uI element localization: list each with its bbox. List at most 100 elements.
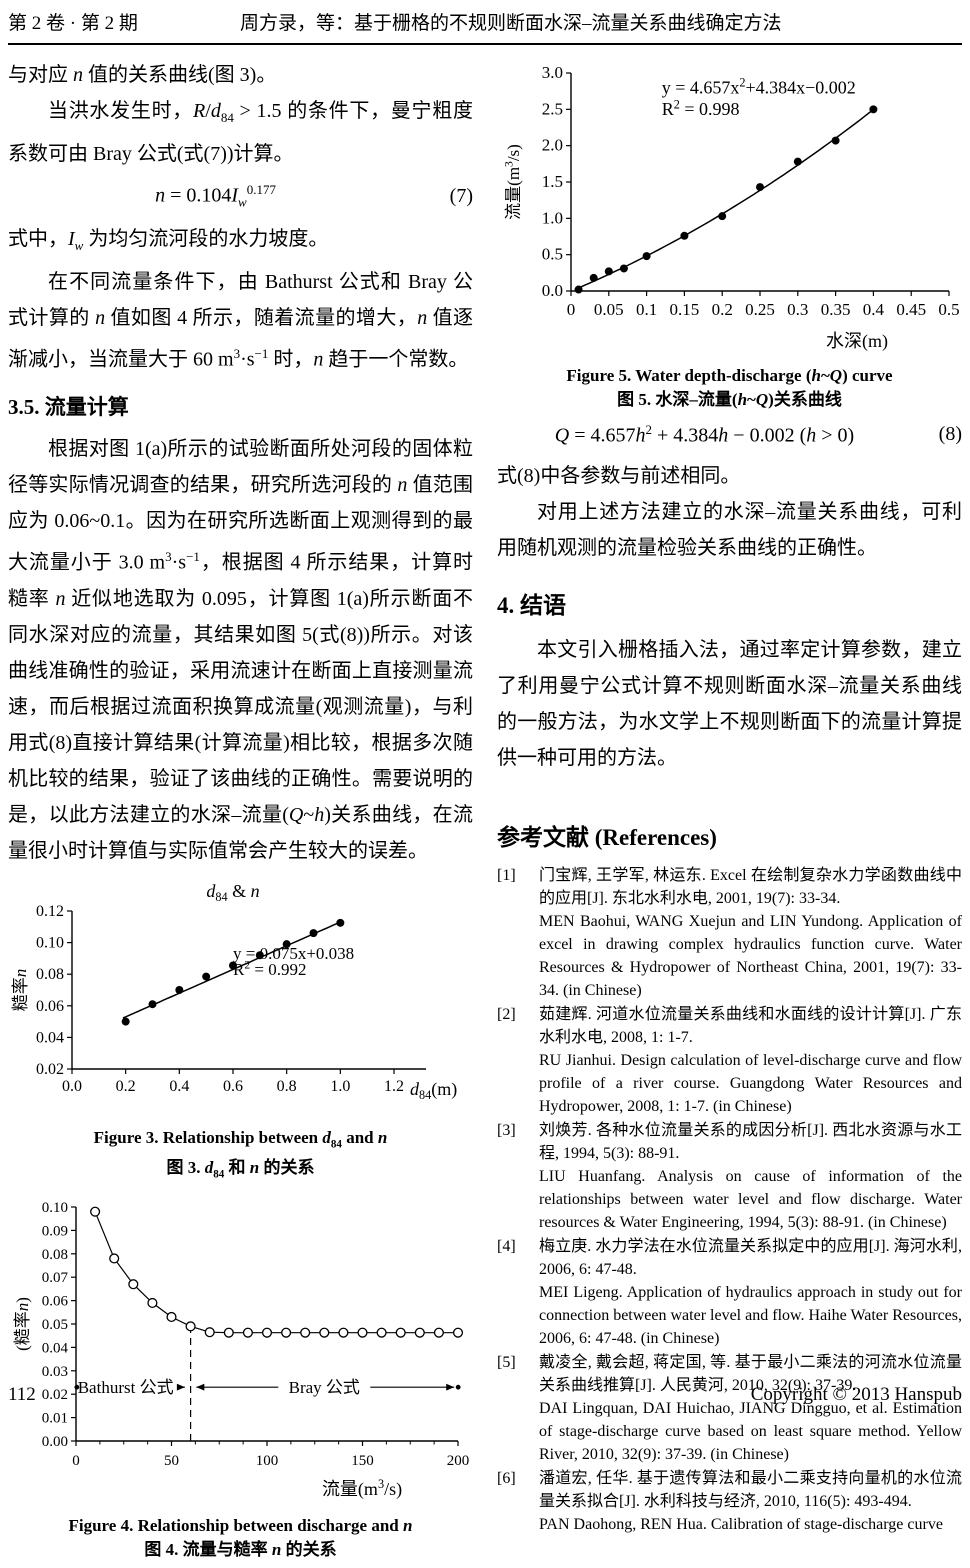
svg-text:(糙率n): (糙率n) [13,1297,32,1351]
svg-text:0.15: 0.15 [669,300,699,319]
svg-text:水深(m): 水深(m) [826,331,888,352]
svg-text:0.4: 0.4 [862,300,884,319]
svg-text:100: 100 [255,1453,278,1469]
svg-text:2.5: 2.5 [541,99,562,118]
svg-text:0.6: 0.6 [223,1078,243,1095]
figure-3: 0.02 0.04 0.06 0.08 0.10 0.12 0.0 0.2 0.4 0.6 0.8 1… [8,877,473,1187]
reference-item: [4] 梅立庚. 水力学法在水位流量关系拟定中的应用[J]. 海河水利, 2006… [497,1235,962,1350]
svg-text:0.00: 0.00 [41,1434,67,1450]
reference-number: [1] [497,866,516,884]
svg-text:0.0: 0.0 [62,1078,82,1095]
reference-number: [3] [497,1121,516,1139]
svg-text:0.5: 0.5 [541,245,562,264]
journal-issue: 第 2 卷 · 第 2 期 [8,13,138,34]
paragraph-discharge-n: 在不同流量条件下，由 Bathurst 公式和 Bray 公式计算的 n 值如图… [8,270,474,371]
reference-number: [5] [497,1353,516,1371]
reference-item: [3] 刘焕芳. 各种水位流量关系的成因分析[J]. 西北水资源与水工程, 199… [497,1119,962,1234]
left-column: 与对应 n 值的关系曲线(图 3)。 当洪水发生时，R/d84 > 1.5 的条… [8,57,473,1568]
svg-text:3.0: 3.0 [541,63,562,82]
reference-number: [4] [497,1237,516,1255]
svg-text:0.5: 0.5 [938,300,959,319]
reference-text: 茹建辉. 河道水位流量关系曲线和水面线的设计计算[J]. 广东水利水电, 200… [539,1005,962,1115]
paragraph-eq8-params: 式(8)中各参数与前述相同。 [497,464,741,487]
svg-text:y = 4.657x2​+4.384x−0.002: y = 4.657x2​+4.384x−0.002 [661,76,855,98]
reference-text: 戴凌全, 戴会超, 蒋定国, 等. 基于最小二乘法的河流水位流量关系曲线推算[J… [539,1353,962,1463]
svg-text:0.35: 0.35 [820,300,850,319]
equation-8: Q = 4.657h2 + 4.384h − 0.002 (h > 0) (8) [497,422,962,448]
svg-text:1.0: 1.0 [330,1078,350,1095]
paragraph-flood: 当洪水发生时，R/d84 > 1.5 的条件下，曼宁粗度系数可由 Bray 公式… [8,100,473,165]
figure-5: 0.0 0.5 1.0 1.5 2.0 2.5 3.0 0 0.05 0.1 0.15 0.2 0.25… [497,57,962,412]
svg-text:0.04: 0.04 [41,1340,68,1356]
two-column-body: 与对应 n 值的关系曲线(图 3)。 当洪水发生时，R/d84 > 1.5 的条… [8,57,962,1568]
figure-3-caption-zh: 图 3. d84 和 n 的关系 [166,1158,315,1181]
references-list: [1] 门宝辉, 王学军, 林运东. Excel 在绘制复杂水力学函数曲线中的应用… [497,864,962,1536]
svg-text:0.2: 0.2 [115,1078,135,1095]
page-footer: 112 Copyright © 2013 Hanspub [8,1384,962,1406]
reference-text: 潘道宏, 任华. 基于遗传算法和最小二乘支持向量机的水位流量关系拟合[J]. 水… [539,1469,962,1533]
svg-text:糙率n: 糙率n [11,969,30,1012]
svg-text:R2​ = 0.992: R2​ = 0.992 [233,958,306,978]
running-title: 周方录，等：基于栅格的不规则断面水深–流量关系曲线确定方法 [240,13,782,34]
page-number: 112 [8,1384,36,1405]
svg-text:0.01: 0.01 [41,1410,67,1426]
svg-text:d84​ & n: d84​ & n [206,881,259,904]
reference-item: [2] 茹建辉. 河道水位流量关系曲线和水面线的设计计算[J]. 广东水利水电, … [497,1003,962,1118]
figure-3-caption: Figure 3. Relationship between d84 and n… [8,1126,473,1187]
paragraph-conclusion: 本文引入栅格插入法，通过率定计算参数，建立了利用曼宁公式计算不规则断面水深–流量… [497,638,962,769]
paragraph-verification: 对用上述方法建立的水深–流量关系曲线，可利用随机观测的流量检验关系曲线的正确性。 [497,500,962,559]
figure-4-caption: Figure 4. Relationship between discharge… [8,1514,473,1562]
figure-5-chart: 0.0 0.5 1.0 1.5 2.0 2.5 3.0 0 0.05 0.1 0.15 0.2 0.25… [502,63,959,352]
svg-text:0.0: 0.0 [541,281,562,300]
svg-text:0.3: 0.3 [787,300,808,319]
paragraph-flow-calc: 根据对图 1(a)所示的试验断面所处河段的固体粒径等实际情况调查的结果，研究所选… [8,438,474,862]
svg-text:0.03: 0.03 [41,1364,67,1380]
figure-4-caption-zh: 图 4. 流量与糙率 n 的关系 [144,1539,337,1559]
right-column: 0.0 0.5 1.0 1.5 2.0 2.5 3.0 0 0.05 0.1 0.15 0.2 0.25… [497,57,962,1568]
svg-text:流量(m3​/s): 流量(m3​/s) [502,144,522,220]
svg-text:流量(m3​/s): 流量(m3​/s) [321,1477,401,1500]
svg-text:0.08: 0.08 [41,1247,67,1263]
svg-text:0.10: 0.10 [41,1200,67,1216]
figure-5-caption: Figure 5. Water depth-discharge (h~Q) cu… [497,364,962,412]
svg-text:0: 0 [566,300,575,319]
paragraph-slope: 式中，Iw 为均匀流河段的水力坡度。 [8,227,329,253]
svg-text:200: 200 [446,1453,469,1469]
svg-text:0.4: 0.4 [169,1078,189,1095]
figure-5-caption-zh: 图 5. 水深–流量(h~Q)关系曲线 [617,390,842,409]
svg-text:0.09: 0.09 [41,1223,67,1239]
svg-text:0.07: 0.07 [41,1270,68,1286]
svg-text:1.5: 1.5 [541,172,562,191]
equation-8-body: Q = 4.657h2 + 4.384h − 0.002 (h > 0) [554,422,855,447]
equation-7-body: n = 0.104Iw0.177 [155,182,276,210]
figure-3-caption-en: Figure 3. Relationship between d84 and n [93,1127,388,1151]
svg-text:0: 0 [72,1453,80,1469]
references-heading: 参考文献 (References) [497,824,717,850]
svg-text:0.10: 0.10 [36,935,64,952]
svg-text:0.06: 0.06 [41,1293,68,1309]
svg-text:0.45: 0.45 [896,300,926,319]
copyright-notice: Copyright © 2013 Hanspub [750,1384,962,1405]
svg-text:0.06: 0.06 [36,998,64,1015]
svg-text:R2​ = 0.998: R2​ = 0.998 [661,97,739,119]
figure-4: 0.00 0.01 0.02 0.03 0.04 0.05 0.06 0.07 0.08 0.09… [8,1195,473,1562]
equation-7-number: (7) [449,184,473,207]
svg-text:0.1: 0.1 [635,300,656,319]
paragraph-continuation: 与对应 n 值的关系曲线(图 3)。 [8,64,277,86]
equation-7: n = 0.104Iw0.177 (7) [8,182,473,211]
svg-text:0.05: 0.05 [41,1317,67,1333]
svg-text:0.02: 0.02 [41,1387,67,1403]
svg-text:0.12: 0.12 [36,903,64,920]
page-header: 第 2 卷 · 第 2 期 周方录，等：基于栅格的不规则断面水深–流量关系曲线确… [8,4,962,45]
figure-4-caption-en: Figure 4. Relationship between discharge… [68,1515,413,1535]
figure-5-caption-en: Figure 5. Water depth-discharge (h~Q) cu… [566,366,893,385]
section-heading-4: 4. 结语 [497,592,566,618]
reference-item: [5] 戴凌全, 戴会超, 蒋定国, 等. 基于最小二乘法的河流水位流量关系曲线推… [497,1351,962,1466]
reference-item: [6] 潘道宏, 任华. 基于遗传算法和最小二乘支持向量机的水位流量关系拟合[J]… [497,1467,962,1536]
svg-text:0.04: 0.04 [36,1029,64,1046]
reference-text: 梅立庚. 水力学法在水位流量关系拟定中的应用[J]. 海河水利, 2006, 6… [539,1237,962,1347]
svg-text:Bray 公式: Bray 公式 [288,1378,359,1397]
svg-text:150: 150 [351,1453,374,1469]
svg-text:2.0: 2.0 [541,136,562,155]
